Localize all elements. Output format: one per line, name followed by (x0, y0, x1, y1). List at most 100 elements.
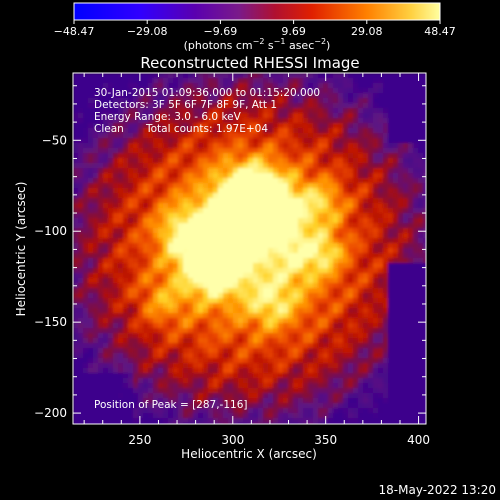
heatmap-cell (308, 163, 314, 169)
heatmap-cell (173, 278, 179, 284)
heatmap-cell (288, 398, 294, 404)
heatmap-cell (343, 343, 349, 349)
heatmap-cell (188, 178, 194, 184)
heatmap-cell (218, 108, 224, 114)
heatmap-cell (183, 313, 189, 319)
heatmap-cell (193, 263, 199, 269)
heatmap-cell (373, 363, 379, 369)
heatmap-cell (178, 368, 184, 374)
heatmap-cell (393, 153, 399, 159)
heatmap-cell (283, 333, 289, 339)
heatmap-cell (83, 113, 89, 119)
heatmap-cell (178, 328, 184, 334)
heatmap-cell (228, 273, 234, 279)
heatmap-cell (308, 78, 314, 84)
heatmap-cell (98, 388, 104, 394)
heatmap-cell (153, 318, 159, 324)
heatmap-cell (393, 333, 399, 339)
heatmap-cell (378, 193, 384, 199)
heatmap-cell (188, 403, 194, 409)
heatmap-cell (83, 163, 89, 169)
heatmap-cell (303, 103, 309, 109)
heatmap-cell (98, 413, 104, 419)
heatmap-cell (193, 93, 199, 99)
heatmap-cell (418, 293, 424, 299)
heatmap-cell (198, 273, 204, 279)
heatmap-cell (293, 253, 299, 259)
heatmap-cell (233, 198, 239, 204)
heatmap-cell (373, 278, 379, 284)
heatmap-cell (393, 303, 399, 309)
heatmap-cell (273, 198, 279, 204)
heatmap-cell (403, 398, 409, 404)
heatmap-cell (173, 288, 179, 294)
heatmap-cell (378, 298, 384, 304)
heatmap-cell (168, 373, 174, 379)
heatmap-cell (198, 303, 204, 309)
heatmap-cell (158, 263, 164, 269)
heatmap-cell (348, 83, 354, 89)
heatmap-cell (143, 328, 149, 334)
heatmap-cell (313, 78, 319, 84)
heatmap-cell (253, 288, 259, 294)
heatmap-cell (348, 233, 354, 239)
heatmap-cell (423, 93, 426, 99)
heatmap-cell (83, 368, 89, 374)
heatmap-cell (323, 83, 329, 89)
heatmap-cell (233, 123, 239, 129)
heatmap-cell (183, 198, 189, 204)
heatmap-cell (123, 193, 129, 199)
heatmap-cell (173, 223, 179, 229)
heatmap-cell (318, 123, 324, 129)
heatmap-cell (263, 378, 269, 384)
heatmap-cell (138, 163, 144, 169)
heatmap-cell (88, 73, 94, 79)
heatmap-cell (423, 413, 426, 419)
heatmap-cell (153, 273, 159, 279)
heatmap-cell (153, 388, 159, 394)
heatmap-cell (203, 193, 209, 199)
heatmap-cell (288, 278, 294, 284)
heatmap-cell (353, 353, 359, 359)
heatmap-cell (228, 133, 234, 139)
heatmap-cell (378, 123, 384, 129)
heatmap-cell (278, 373, 284, 379)
heatmap-cell (123, 353, 129, 359)
heatmap-cell (113, 123, 119, 129)
heatmap-cell (138, 183, 144, 189)
heatmap-cell (333, 103, 339, 109)
heatmap-cell (388, 388, 394, 394)
heatmap-cell (78, 83, 84, 89)
heatmap-cell (128, 98, 134, 104)
heatmap-cell (218, 268, 224, 274)
heatmap-cell (158, 348, 164, 354)
heatmap-cell (403, 373, 409, 379)
heatmap-cell (263, 298, 269, 304)
heatmap-cell (418, 78, 424, 84)
heatmap-cell (143, 133, 149, 139)
heatmap-cell (258, 338, 264, 344)
heatmap-cell (73, 153, 79, 159)
heatmap-cell (93, 78, 99, 84)
heatmap-cell (243, 373, 249, 379)
heatmap-cell (343, 273, 349, 279)
heatmap-cell (163, 118, 169, 124)
heatmap-cell (248, 173, 254, 179)
heatmap-cell (393, 268, 399, 274)
heatmap-cell (248, 88, 254, 94)
heatmap-cell (143, 348, 149, 354)
heatmap-cell (418, 198, 424, 204)
heatmap-cell (308, 88, 314, 94)
heatmap-cell (288, 103, 294, 109)
heatmap-cell (423, 128, 426, 134)
heatmap-cell (343, 103, 349, 109)
heatmap-cell (153, 408, 159, 414)
heatmap-cell (313, 98, 319, 104)
heatmap-cell (263, 138, 269, 144)
heatmap-cell (238, 253, 244, 259)
heatmap-cell (98, 208, 104, 214)
heatmap-cell (133, 313, 139, 319)
heatmap-cell (298, 353, 304, 359)
heatmap-cell (358, 163, 364, 169)
heatmap-cell (333, 413, 339, 419)
